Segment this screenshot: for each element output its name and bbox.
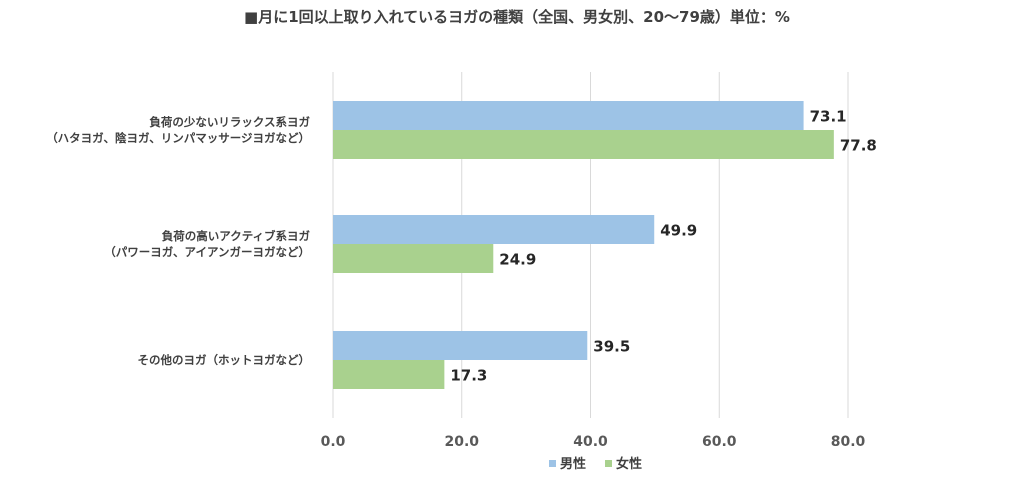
legend: 男性 女性	[549, 456, 642, 472]
category-labels: 負荷の少ないリラックス系ヨガ（ハタヨガ、陰ヨガ、リンパマッサージヨガなど） 負荷の…	[46, 115, 310, 367]
bar-female	[333, 130, 834, 159]
x-tick-label: 0.0	[321, 434, 346, 450]
category-label: その他のヨガ（ホットヨガなど）	[138, 353, 311, 367]
bar-male	[333, 101, 804, 130]
x-tick-label: 80.0	[831, 434, 866, 450]
x-tick-label: 60.0	[702, 434, 737, 450]
bar-male	[333, 215, 655, 244]
bars	[333, 101, 834, 389]
bar-female	[333, 244, 494, 273]
data-label: 24.9	[499, 251, 536, 269]
data-label: 39.5	[593, 338, 630, 356]
bar-male	[333, 331, 588, 360]
category-label: 負荷の少ないリラックス系ヨガ（ハタヨガ、陰ヨガ、リンパマッサージヨガなど）	[46, 115, 310, 145]
legend-swatch	[549, 460, 556, 467]
legend-label: 男性	[560, 456, 586, 472]
category-label: 負荷の高いアクティブ系ヨガ（パワーヨガ、アイアンガーヨガなど）	[104, 229, 310, 259]
x-tick-label: 20.0	[444, 434, 479, 450]
legend-label: 女性	[616, 456, 642, 472]
data-label: 17.3	[450, 367, 487, 385]
legend-swatch	[605, 460, 612, 467]
x-axis-ticks: 0.0 20.0 40.0 60.0 80.0	[321, 434, 866, 450]
data-label: 73.1	[810, 108, 847, 126]
chart-title: ■月に1回以上取り入れているヨガの種類（全国、男女別、20～79歳）単位：%	[244, 8, 790, 26]
data-labels: 73.1 77.8 49.9 24.9 39.5 17.3	[450, 108, 876, 385]
data-label: 77.8	[840, 137, 877, 155]
bar-female	[333, 360, 445, 389]
x-tick-label: 40.0	[573, 434, 608, 450]
data-label: 49.9	[660, 222, 697, 240]
